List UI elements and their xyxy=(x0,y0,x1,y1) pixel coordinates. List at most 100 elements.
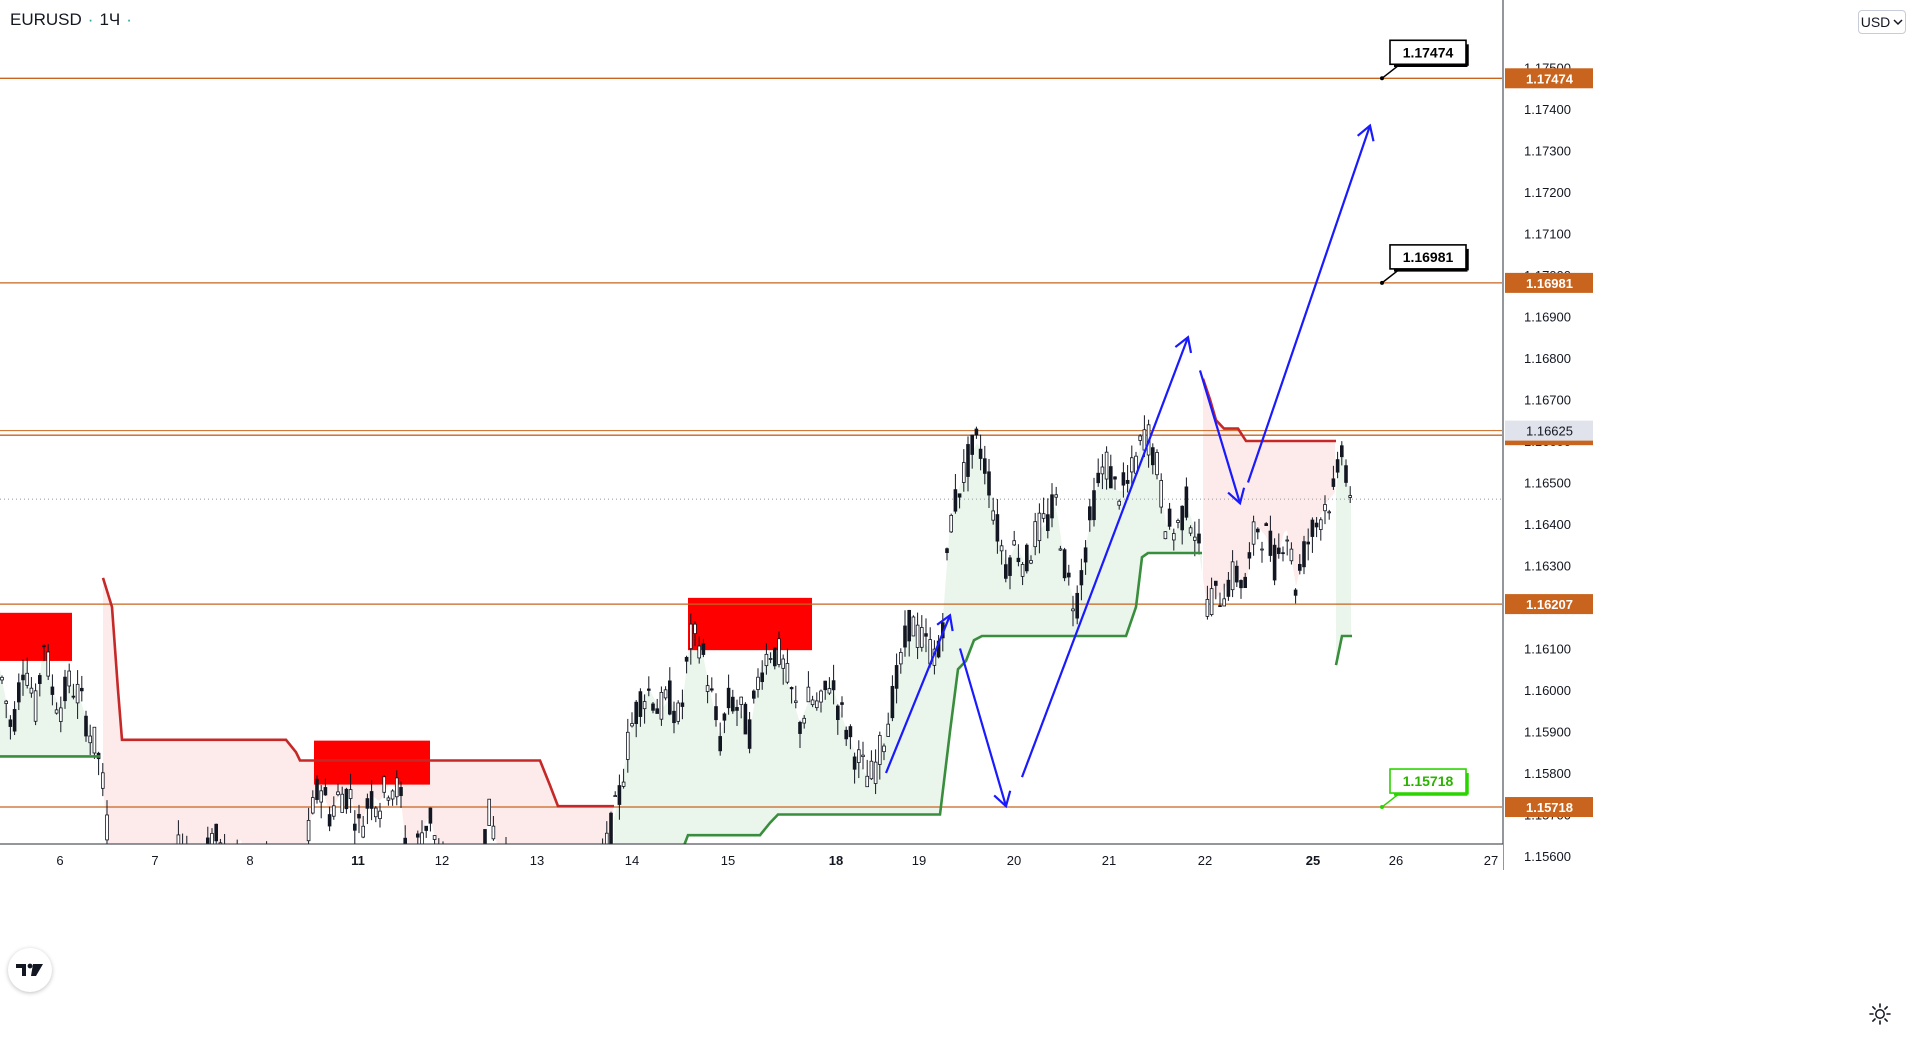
callout-anchor-1 xyxy=(1380,280,1384,285)
candle-body xyxy=(638,691,643,717)
candle-body xyxy=(1104,451,1109,480)
gear-icon[interactable] xyxy=(1868,1002,1892,1026)
currency-label: USD xyxy=(1860,14,1891,30)
level-axis-label-3: 1.16207 xyxy=(1526,597,1573,612)
forecast-arrow-2 xyxy=(1020,336,1190,778)
forecast-arrow-0 xyxy=(884,614,952,774)
candle-body xyxy=(890,685,895,719)
candle-body xyxy=(1016,557,1021,563)
time-tick-label: 13 xyxy=(530,853,544,868)
level-axis-label-0: 1.17474 xyxy=(1526,71,1574,86)
candle-body xyxy=(886,723,890,737)
resistance-stop-line-0 xyxy=(101,577,614,808)
candle-body xyxy=(1289,548,1294,562)
time-axis: 6 7 8 11 12 13 14 15 18 19 20 21 22 25 26 27 xyxy=(0,843,1920,1040)
candle-body xyxy=(491,825,496,840)
candle-body xyxy=(1033,521,1038,548)
time-tick-label: 21 xyxy=(1102,853,1116,868)
currency-button[interactable]: USD xyxy=(1858,10,1906,34)
forecast-arrows xyxy=(884,123,1375,809)
candle-body xyxy=(1100,466,1105,475)
time-tick-label: 26 xyxy=(1389,853,1403,868)
price-tick-label: 1.15900 xyxy=(1524,725,1571,740)
candle-body xyxy=(789,687,794,690)
candle-body xyxy=(1281,552,1285,555)
candle-body xyxy=(1067,572,1071,578)
candle-body xyxy=(487,798,491,826)
candle-body xyxy=(705,685,710,692)
price-tick-label: 1.17300 xyxy=(1524,144,1571,159)
time-tick-label: 19 xyxy=(912,853,926,868)
candle-body xyxy=(1037,512,1042,542)
candle-body xyxy=(794,700,798,703)
candle-body xyxy=(1209,588,1214,616)
candle-body xyxy=(315,778,319,800)
candle-body xyxy=(1041,513,1046,519)
candle-body xyxy=(1285,539,1290,542)
support-band-1 xyxy=(614,431,1202,1022)
candle-body xyxy=(1167,508,1172,527)
candle-body xyxy=(966,444,970,477)
time-tick-label: 6 xyxy=(56,853,63,868)
candle-body xyxy=(1214,580,1218,586)
current-price-label: 1.16625 xyxy=(1526,424,1573,439)
candle-body xyxy=(1335,459,1340,473)
symbol-title[interactable]: EURUSD · 1Ч · xyxy=(10,10,138,30)
candle-body xyxy=(689,623,693,649)
candle-body xyxy=(25,672,29,686)
candle-body xyxy=(710,688,714,691)
candle-body xyxy=(659,691,664,720)
candle-body xyxy=(915,624,920,648)
candle-body xyxy=(882,745,886,753)
candle-body xyxy=(38,675,42,684)
level-axis-tag-1 xyxy=(1505,272,1593,293)
candle-body xyxy=(869,760,874,780)
candle-body xyxy=(785,663,790,683)
candle-body xyxy=(319,790,323,803)
callout-label-4: 1.15718 xyxy=(1403,773,1454,789)
support-band-0 xyxy=(0,646,99,758)
candle-body xyxy=(865,775,869,788)
candle-body xyxy=(16,682,21,703)
candle-body xyxy=(1188,527,1193,534)
candle-body xyxy=(743,703,748,735)
candle-body xyxy=(1071,608,1075,612)
candle-body xyxy=(781,658,785,669)
candle-body xyxy=(1319,519,1323,530)
interval-label: 1Ч xyxy=(99,10,121,29)
callout-box-0 xyxy=(1389,39,1467,66)
forecast-arrow-3 xyxy=(1198,370,1242,504)
candle-body xyxy=(71,695,76,698)
candle-body xyxy=(327,814,332,827)
candle-body xyxy=(861,754,865,757)
candle-body xyxy=(88,735,93,744)
candle-body xyxy=(1230,561,1235,591)
candle-body xyxy=(378,810,382,820)
candle-body xyxy=(1020,564,1025,577)
candle-body xyxy=(1193,536,1197,541)
tradingview-logo-icon[interactable] xyxy=(8,948,52,992)
candle-body xyxy=(29,687,34,694)
candle-body xyxy=(806,686,811,703)
resistance-stop-line-1 xyxy=(1201,378,1336,443)
blank-footer xyxy=(0,870,1920,1040)
price-tick-label: 1.16500 xyxy=(1524,476,1571,491)
candle-body xyxy=(756,676,760,690)
candle-body xyxy=(852,756,857,770)
callout-label-0: 1.17474 xyxy=(1403,44,1454,60)
candle-body xyxy=(1256,528,1260,533)
candle-body xyxy=(907,609,911,642)
candle-body xyxy=(1075,592,1080,619)
candle-body xyxy=(1092,490,1096,521)
candle-body xyxy=(995,514,1000,542)
candle-body xyxy=(735,707,739,711)
candle-body xyxy=(983,458,987,474)
candle-body xyxy=(1218,605,1222,608)
forecast-arrowhead-4 xyxy=(1356,123,1375,142)
candle-body xyxy=(911,616,916,637)
candle-body xyxy=(836,705,840,721)
candle-body xyxy=(1025,544,1029,572)
candle-body xyxy=(693,623,697,634)
